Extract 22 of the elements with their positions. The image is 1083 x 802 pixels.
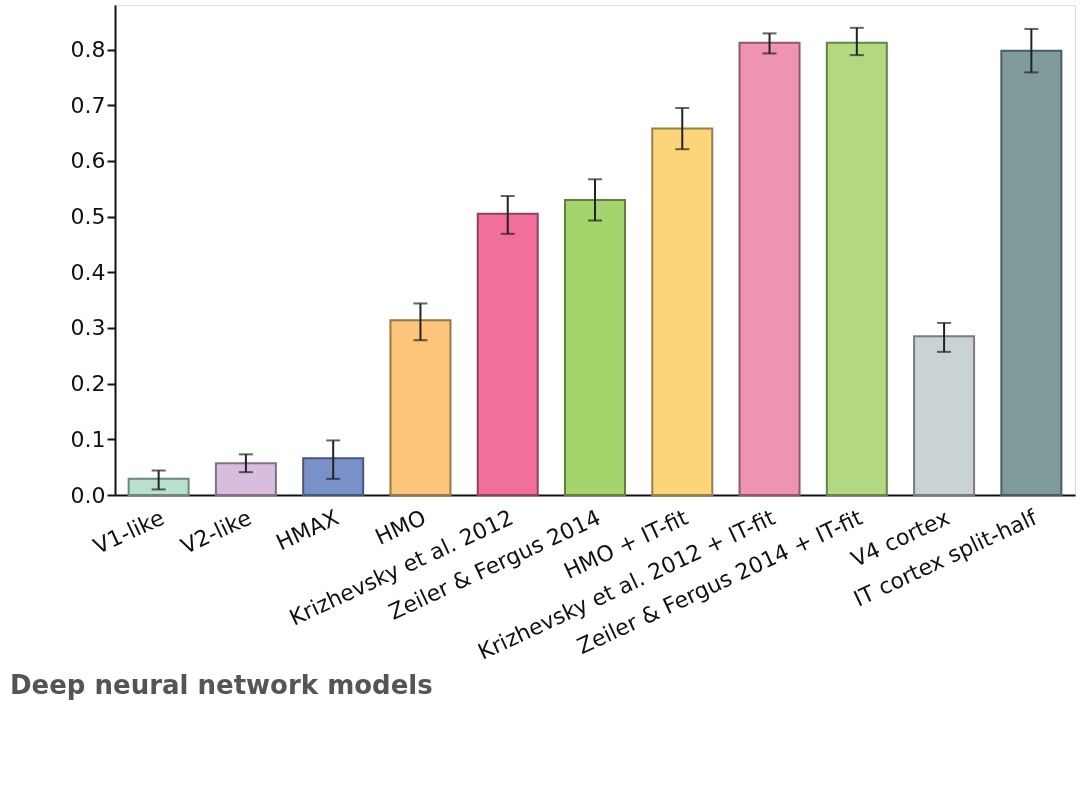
text: Deep neural network models (10, 670, 433, 701)
bar (738, 41, 801, 496)
bar (564, 198, 626, 496)
bar (389, 319, 452, 496)
y-tick-label: 0.8 (70, 37, 106, 63)
bar (476, 212, 539, 496)
bar (913, 335, 976, 496)
bar (825, 41, 888, 496)
x-tick-label: HMO (371, 504, 430, 550)
y-tick-label: 0.3 (70, 315, 106, 341)
y-tick-label: 0.6 (70, 148, 106, 174)
y-tick-label: 0.5 (70, 204, 106, 230)
bar (1000, 49, 1063, 496)
y-tick-label: 0.7 (70, 92, 106, 118)
y-tick-label: 0.2 (70, 371, 106, 397)
bar (214, 462, 277, 496)
y-tick-label: 0.4 (70, 259, 106, 285)
bar (651, 127, 714, 496)
y-tick-label: 0.0 (70, 482, 106, 508)
bar (302, 457, 365, 496)
y-tick-label: 0.1 (70, 426, 106, 452)
bar (127, 477, 190, 496)
